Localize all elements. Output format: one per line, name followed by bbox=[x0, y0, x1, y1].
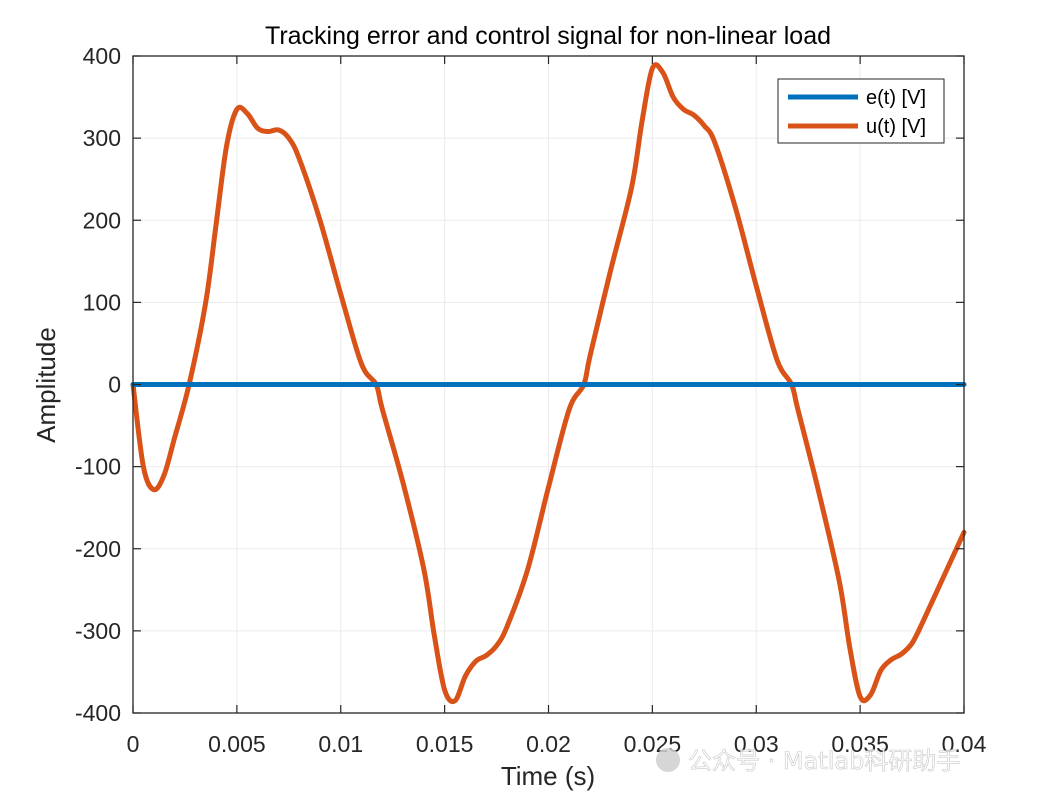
y-tick-label: -200 bbox=[75, 536, 121, 562]
y-tick-labels: 400 300 200 100 0 -100 -200 -300 -400 bbox=[75, 43, 121, 726]
x-tick-label: 0.035 bbox=[831, 731, 889, 757]
y-tick-label: 300 bbox=[83, 125, 121, 151]
x-tick-label: 0.005 bbox=[208, 731, 266, 757]
x-tick-label: 0.01 bbox=[318, 731, 363, 757]
x-tick-label: 0.03 bbox=[734, 731, 779, 757]
wechat-icon bbox=[656, 748, 680, 772]
x-tick-label: 0.015 bbox=[416, 731, 474, 757]
y-tick-label: -300 bbox=[75, 618, 121, 644]
y-tick-label: -100 bbox=[75, 454, 121, 480]
y-tick-label: -400 bbox=[75, 700, 121, 726]
x-tick-label: 0.02 bbox=[526, 731, 571, 757]
x-axis-title: Time (s) bbox=[501, 761, 595, 791]
x-tick-label: 0.04 bbox=[942, 731, 987, 757]
legend-label-e: e(t) [V] bbox=[866, 87, 926, 109]
y-tick-label: 100 bbox=[83, 289, 121, 315]
watermark: 公众号 · Matlab科研助手 bbox=[656, 747, 961, 775]
legend: e(t) [V] u(t) [V] bbox=[777, 78, 945, 144]
chart-title: Tracking error and control signal for no… bbox=[265, 22, 831, 50]
y-axis-title: Amplitude bbox=[31, 327, 61, 443]
series-layer bbox=[130, 62, 967, 705]
legend-label-u: u(t) [V] bbox=[866, 116, 926, 138]
x-tick-label: 0 bbox=[127, 731, 140, 757]
legend-box bbox=[777, 78, 945, 144]
y-tick-label: 0 bbox=[108, 372, 121, 398]
x-tick-labels: 0 0.005 0.01 0.015 0.02 0.025 0.03 0.035 0.04 bbox=[127, 731, 987, 757]
y-tick-label: 400 bbox=[83, 43, 121, 69]
axis-ticks bbox=[132, 55, 965, 714]
series-line-u bbox=[130, 62, 967, 705]
y-tick-label: 200 bbox=[83, 207, 121, 233]
watermark-text: 公众号 · Matlab科研助手 bbox=[688, 747, 960, 775]
